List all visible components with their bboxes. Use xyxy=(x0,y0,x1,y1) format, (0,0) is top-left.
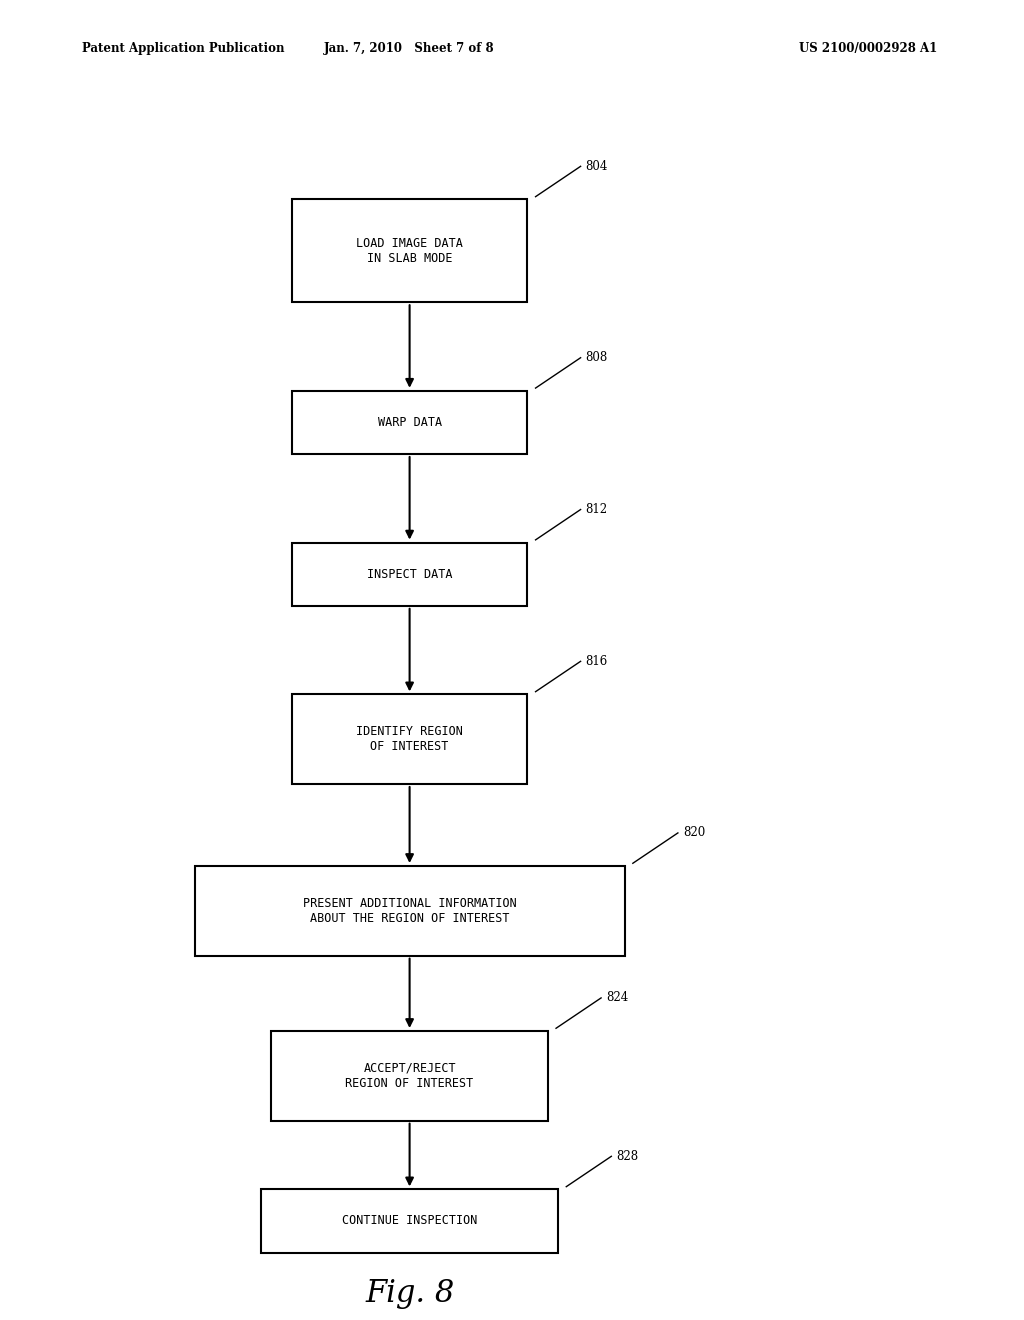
Text: 808: 808 xyxy=(586,351,608,364)
Text: LOAD IMAGE DATA
IN SLAB MODE: LOAD IMAGE DATA IN SLAB MODE xyxy=(356,236,463,265)
Text: 812: 812 xyxy=(586,503,608,516)
Bar xyxy=(292,543,527,606)
Bar xyxy=(261,1189,558,1253)
Text: CONTINUE INSPECTION: CONTINUE INSPECTION xyxy=(342,1214,477,1228)
Bar xyxy=(292,199,527,302)
Text: Fig. 8: Fig. 8 xyxy=(365,1278,455,1309)
Text: ACCEPT/REJECT
REGION OF INTEREST: ACCEPT/REJECT REGION OF INTEREST xyxy=(345,1061,474,1090)
Bar xyxy=(292,694,527,784)
Text: 820: 820 xyxy=(683,826,706,840)
Bar xyxy=(195,866,625,956)
Text: 816: 816 xyxy=(586,655,608,668)
Text: 824: 824 xyxy=(606,991,629,1005)
Text: INSPECT DATA: INSPECT DATA xyxy=(367,568,453,581)
Text: 828: 828 xyxy=(616,1150,639,1163)
Text: Patent Application Publication: Patent Application Publication xyxy=(82,42,285,55)
Text: WARP DATA: WARP DATA xyxy=(378,416,441,429)
Text: IDENTIFY REGION
OF INTEREST: IDENTIFY REGION OF INTEREST xyxy=(356,725,463,754)
Text: US 2100/0002928 A1: US 2100/0002928 A1 xyxy=(799,42,937,55)
Bar xyxy=(271,1031,548,1121)
Text: PRESENT ADDITIONAL INFORMATION
ABOUT THE REGION OF INTEREST: PRESENT ADDITIONAL INFORMATION ABOUT THE… xyxy=(303,896,516,925)
Text: 804: 804 xyxy=(586,160,608,173)
Text: Jan. 7, 2010   Sheet 7 of 8: Jan. 7, 2010 Sheet 7 of 8 xyxy=(325,42,495,55)
Bar xyxy=(292,391,527,454)
